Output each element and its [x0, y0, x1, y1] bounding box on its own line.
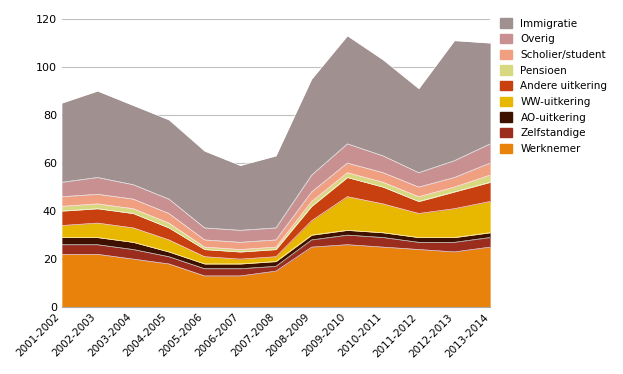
Legend: Immigratie, Overig, Scholier/student, Pensioen, Andere uitkering, WW-uitkering, : Immigratie, Overig, Scholier/student, Pe…: [500, 18, 607, 154]
